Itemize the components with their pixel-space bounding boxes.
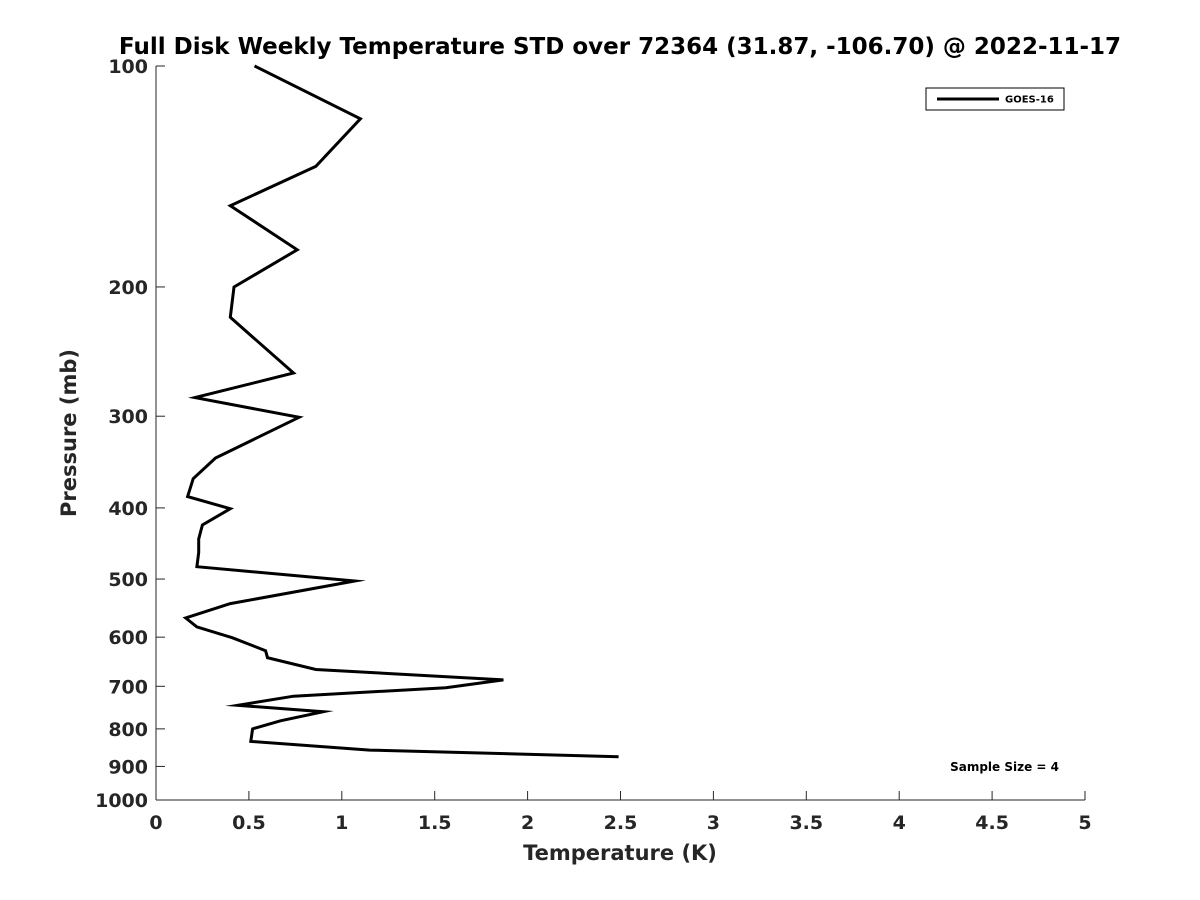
y-tick-label: 1000	[95, 790, 148, 812]
y-tick-label: 200	[108, 277, 148, 299]
legend-label-goes-16: GOES-16	[1005, 95, 1054, 106]
y-tick-label: 600	[108, 627, 148, 649]
chart-title: Full Disk Weekly Temperature STD over 72…	[119, 34, 1121, 60]
y-axis-label: Pressure (mb)	[57, 349, 81, 517]
y-axis-ticks: 100 200 300 400 500 600 700 800 900 1000	[95, 56, 165, 812]
x-tick-label: 0	[149, 812, 162, 834]
x-axis-ticks: 0 0.5 1 1.5 2 2.5 3 3.5 4 4.5 5	[149, 791, 1092, 834]
y-tick-label: 800	[108, 719, 148, 741]
x-tick-label: 4.5	[975, 812, 1009, 834]
x-tick-label: 4	[893, 812, 906, 834]
y-tick-label: 300	[108, 406, 148, 428]
y-tick-label: 900	[108, 756, 148, 778]
x-tick-label: 2.5	[604, 812, 638, 834]
x-tick-label: 2	[521, 812, 534, 834]
y-tick-label: 100	[108, 56, 148, 78]
x-tick-label: 5	[1078, 812, 1091, 834]
y-tick-label: 500	[108, 569, 148, 591]
x-tick-label: 0.5	[232, 812, 266, 834]
x-tick-label: 3	[707, 812, 720, 834]
series-line-goes-16	[182, 64, 619, 759]
sample-size-annotation: Sample Size = 4	[950, 760, 1059, 774]
legend: GOES-16	[925, 87, 1065, 111]
x-tick-label: 3.5	[789, 812, 823, 834]
x-axis-label: Temperature (K)	[523, 841, 717, 865]
y-tick-label: 400	[108, 498, 148, 520]
y-tick-label: 700	[108, 676, 148, 698]
x-tick-label: 1.5	[418, 812, 452, 834]
x-tick-label: 1	[335, 812, 348, 834]
series-layer	[182, 64, 619, 759]
